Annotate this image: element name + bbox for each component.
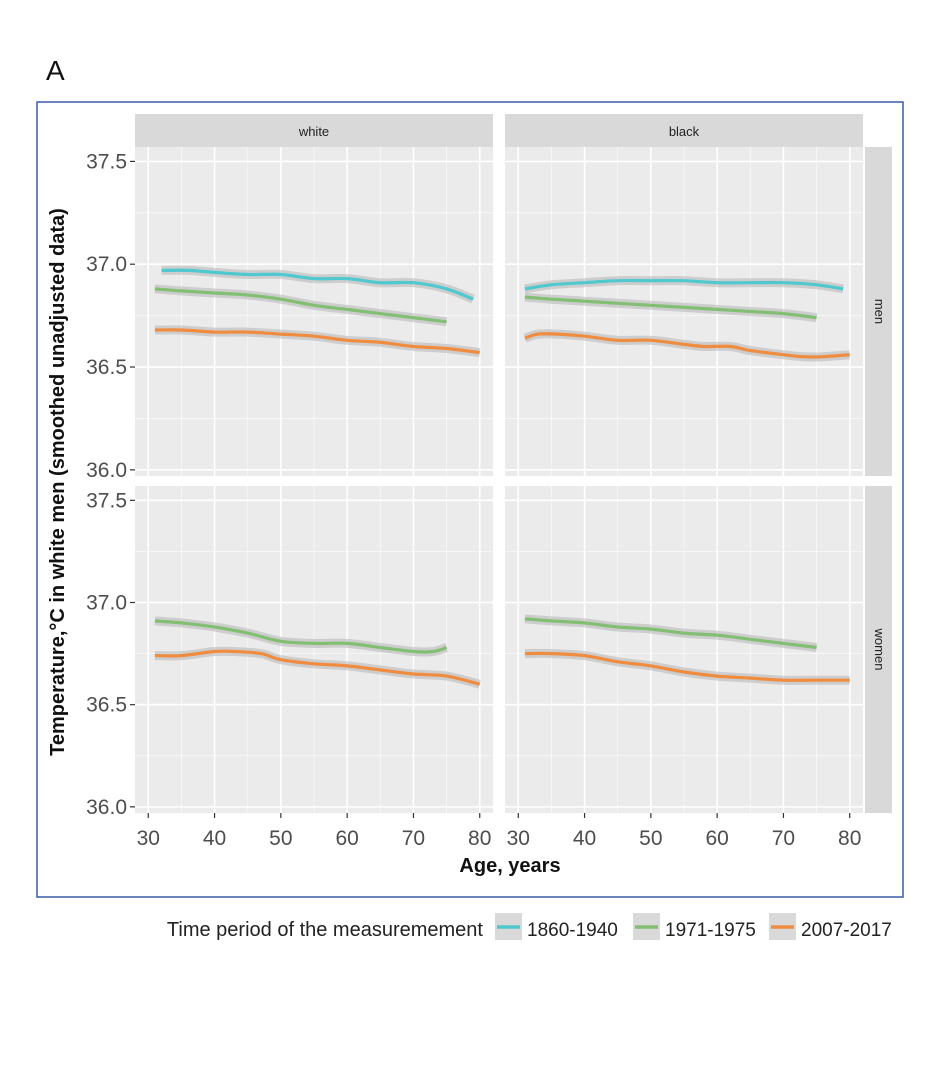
x-axis-title: Age, years [459, 855, 560, 877]
series-line-1860-1940 [161, 268, 474, 301]
series-line-2007-2017 [524, 651, 850, 682]
legend-title: Time period of the measuremement [167, 919, 484, 941]
figure-frame [36, 101, 904, 898]
series-line-1971-1975 [154, 619, 448, 654]
series-line-2007-2017 [154, 328, 480, 355]
y-tick-label: 36.0 [86, 459, 127, 482]
facet-strip-label-white: white [298, 124, 329, 139]
plot-area: white black men women 30 40 50 60 70 80 30 40 50 60 70… [86, 114, 892, 850]
facet-strip [865, 147, 892, 476]
x-tick-label: 40 [203, 827, 226, 850]
x-tick-label: 70 [402, 827, 425, 850]
x-tick-label: 80 [838, 827, 861, 850]
y-tick-label: 37.5 [86, 489, 127, 512]
panel-label: A [46, 55, 65, 86]
facet-strip-label-men: men [872, 299, 887, 324]
y-tick-label: 37.0 [86, 591, 127, 614]
series-line-1971-1975 [154, 287, 447, 324]
facet-strip [865, 486, 892, 813]
legend-label-1971-1975: 1971-1975 [665, 920, 756, 941]
series-line-1971-1975 [524, 617, 817, 650]
facet-strip-label-women: women [872, 628, 887, 671]
y-tick-label: 36.5 [86, 694, 127, 717]
legend-label-1860-1940: 1860-1940 [527, 920, 618, 941]
x-tick-label: 30 [507, 827, 530, 850]
x-tick-label: 70 [772, 827, 795, 850]
series-line-2007-2017 [524, 332, 850, 359]
x-tick-label: 40 [573, 827, 596, 850]
x-tick-label: 60 [335, 827, 358, 850]
y-tick-label: 37.0 [86, 253, 127, 276]
x-tick-label: 60 [705, 827, 728, 850]
y-axis-title: Temperature,°C in white men (smoothed un… [47, 208, 69, 756]
x-tick-label: 80 [468, 827, 491, 850]
series-line-2007-2017 [154, 649, 481, 686]
x-tick-label: 50 [639, 827, 662, 850]
y-tick-label: 36.5 [86, 356, 127, 379]
y-tick-label: 36.0 [86, 796, 127, 819]
x-tick-label: 30 [137, 827, 160, 850]
x-tick-label: 50 [269, 827, 292, 850]
facet-strip [135, 114, 493, 147]
y-tick-label: 37.5 [86, 150, 127, 173]
series-line-1860-1940 [524, 278, 844, 291]
legend: Time period of the measuremement 1860-19… [167, 913, 892, 941]
facet-strip-label-black: black [669, 124, 700, 139]
legend-label-2007-2017: 2007-2017 [801, 920, 892, 941]
facet-strip [505, 114, 863, 147]
series-line-1971-1975 [524, 295, 817, 320]
